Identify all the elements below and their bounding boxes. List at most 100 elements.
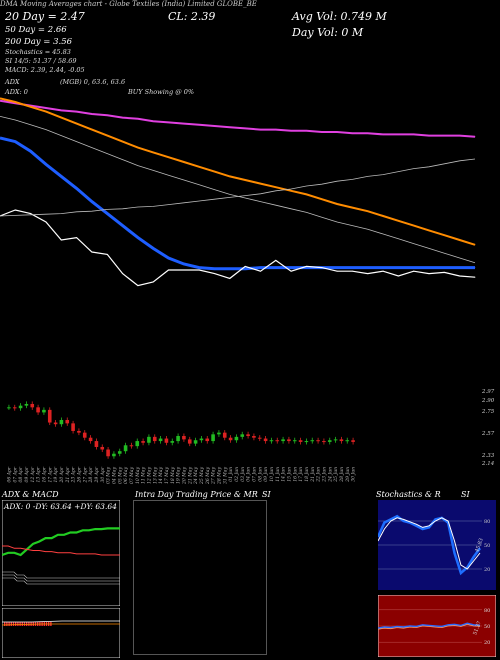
ma-line-50-day (0, 97, 476, 246)
date-tick: 30 Jun (351, 467, 357, 482)
ma-point (459, 135, 461, 136)
date-tick: 03 Jun (240, 467, 246, 482)
ma-point (229, 278, 231, 279)
ma-point (60, 117, 62, 118)
ma-point (76, 111, 78, 112)
ma-point (168, 269, 169, 271)
date-tick: 23 Apr (71, 466, 77, 483)
rsi-tick: 50 (484, 624, 490, 630)
ma-point (14, 101, 16, 103)
ma-point (413, 134, 415, 135)
date-tick: 09 Apr (24, 466, 30, 482)
stoch-panel-title: Stochastics & R (376, 490, 441, 499)
ma-point (229, 176, 231, 177)
ma-point (137, 118, 139, 120)
ma-point (14, 141, 16, 142)
date-tick: 17 Jun (298, 467, 304, 482)
candle-body (100, 446, 105, 450)
ma-point (367, 273, 369, 274)
adx-panel-title: ADX & MACD (2, 490, 59, 499)
date-tick: 31 May (222, 467, 228, 484)
date-tick: 25 May (199, 467, 205, 485)
macd-hist-bar (10, 622, 12, 626)
candle-body (117, 451, 122, 454)
macd-hist-bar (6, 622, 8, 626)
adx-baseline (2, 571, 120, 579)
ma-point (428, 273, 430, 274)
macd-hist-bar (8, 622, 10, 626)
adx-line-dy (2, 527, 120, 557)
candle-body (240, 434, 245, 437)
price-axis-tick: 2.90 (481, 398, 495, 404)
ma-point (275, 267, 277, 268)
date-tick: 22 Jun (316, 467, 322, 483)
date-tick: 11 Jun (275, 467, 281, 482)
date-tick: 19 Apr (53, 466, 59, 482)
ma-point (474, 136, 476, 138)
stoch-line-signal (378, 517, 481, 570)
candle-body (228, 437, 233, 441)
ma-point (198, 269, 200, 271)
ma-point (443, 135, 445, 136)
date-tick: 08 Jun (257, 467, 263, 482)
ma-point (352, 132, 353, 134)
candle-body (246, 434, 250, 437)
ma-point (45, 164, 47, 165)
candle-body (211, 434, 215, 442)
date-tick: 16 Apr (41, 466, 47, 482)
ma-line-price (0, 209, 476, 287)
ma-point (459, 275, 461, 277)
candlestick-chart: 2.97 2.90 2.75 2.57 2.33 2.14 06 Apr 07 Apr 08 A… (6, 389, 495, 485)
ma-point (428, 135, 430, 136)
ma-point (474, 267, 476, 268)
candle-body (222, 432, 227, 438)
candle-body (269, 440, 274, 442)
ma-point (14, 209, 16, 211)
ma-point (122, 141, 123, 142)
price-axis-tick: 2.97 (481, 389, 495, 395)
adx-baseline (2, 577, 120, 585)
date-tick: 26 May (205, 467, 211, 485)
date-tick: 28 Apr (88, 466, 94, 483)
date-tick: 17 Apr (47, 466, 53, 482)
candle-body (351, 440, 355, 442)
date-tick: 07 Jun (251, 467, 257, 482)
ma-point (244, 266, 246, 267)
ma-grey-line (0, 116, 476, 264)
candle-body (187, 439, 192, 444)
ma-point (367, 210, 369, 212)
rsi-tick: 20 (484, 640, 490, 646)
ma-point (260, 129, 261, 130)
date-tick: 28 Jun (339, 467, 345, 483)
stochastics-label: Stochastics = 45.83 (5, 48, 71, 56)
ma-point (260, 183, 261, 184)
candle-body (71, 423, 75, 431)
ma-point (76, 188, 78, 189)
stoch-tick: 20 (484, 567, 490, 573)
candle-body (316, 440, 320, 442)
ma-point (137, 285, 139, 286)
ma-point (152, 281, 154, 283)
dma20-label: 20 Day = 2.47 (5, 10, 85, 23)
ma-point (306, 267, 307, 268)
ma-point (397, 220, 399, 222)
stochastics-panel: 80 50 20 45.83 (378, 500, 496, 590)
candle-body (7, 407, 11, 409)
candle-body (339, 439, 344, 442)
candle-body (193, 440, 198, 444)
ma-point (152, 120, 154, 122)
macd-hist-bar (21, 622, 23, 626)
ma-point (382, 270, 384, 272)
ma-point (413, 267, 415, 268)
ma-point (214, 273, 215, 274)
ma-point (214, 125, 215, 127)
date-tick: 18 Jun (304, 467, 310, 482)
avg-vol-label: Avg Vol: 0.749 M (292, 10, 387, 23)
macd-hist-bar (4, 622, 6, 626)
ma-line-20-day (0, 136, 475, 271)
date-tick: 20 May (181, 467, 187, 485)
candle-body (257, 437, 262, 439)
ma-point (306, 266, 307, 267)
candle-body (42, 409, 46, 413)
candle-body (199, 438, 204, 441)
